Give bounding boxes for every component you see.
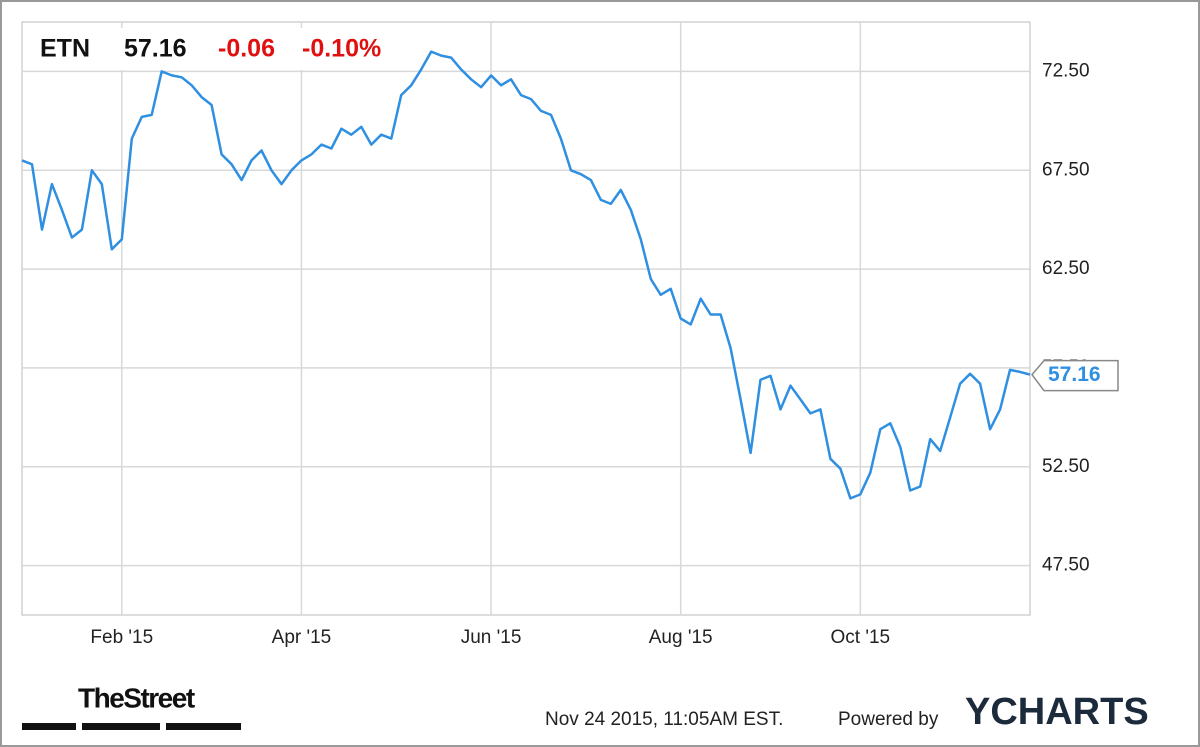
x-tick-label: Feb '15: [90, 627, 153, 648]
y-tick-label: 62.50: [1042, 258, 1090, 279]
y-tick-label: 72.50: [1042, 60, 1090, 81]
plot-area: [21, 21, 1031, 616]
header-box: [30, 28, 410, 70]
logo-bar: [82, 723, 160, 730]
price: 57.16: [124, 35, 187, 63]
last-value-label: 57.16: [1048, 363, 1101, 386]
change-percent: -0.10%: [302, 35, 381, 63]
change: -0.06: [218, 35, 275, 63]
source-logo: TheStreet: [78, 682, 195, 713]
logo-bar: [22, 723, 76, 730]
brand-logo: YCHARTS: [965, 691, 1149, 733]
y-tick-label: 52.50: [1042, 456, 1090, 477]
last-value-callout: [1031, 359, 1119, 392]
timestamp: Nov 24 2015, 11:05AM EST.: [545, 709, 783, 730]
x-tick-label: Aug '15: [649, 627, 713, 648]
y-tick-label: 47.50: [1042, 555, 1090, 576]
x-tick-label: Jun '15: [461, 627, 522, 648]
ticker: ETN: [40, 35, 90, 63]
x-tick-label: Oct '15: [831, 627, 891, 648]
powered-by: Powered by: [838, 709, 939, 730]
logo-bar: [166, 723, 241, 730]
price-line: [21, 50, 1031, 500]
x-tick-label: Apr '15: [272, 627, 332, 648]
y-tick-label: 67.50: [1042, 159, 1090, 180]
